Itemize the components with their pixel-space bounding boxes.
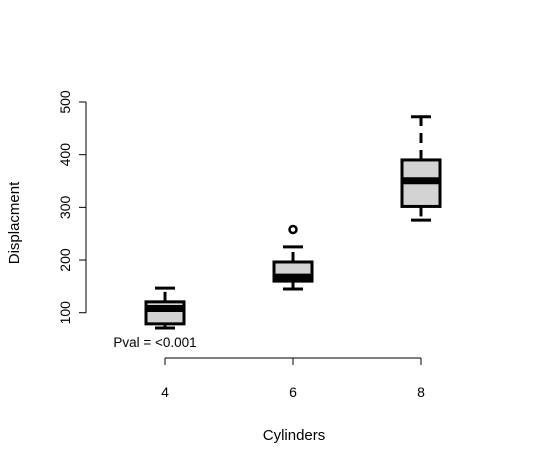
boxes-layer <box>144 115 442 330</box>
y-tick-label: 100 <box>57 301 73 325</box>
box-group <box>400 115 442 222</box>
outlier-point <box>288 224 298 235</box>
y-tick-label: 400 <box>57 143 73 167</box>
x-tick-label: 8 <box>417 384 425 400</box>
y-tick-label: 500 <box>57 90 73 114</box>
y-tick-label: 200 <box>57 248 73 272</box>
pvalue-annotation: Pval = <0.001 <box>113 335 196 350</box>
x-axis-label: Cylinders <box>263 427 326 444</box>
box-group <box>144 286 186 330</box>
y-axis-label: Displacment <box>6 181 23 264</box>
x-tick-label: 6 <box>289 384 297 400</box>
box-group <box>272 224 314 291</box>
y-ticks-layer: 100 200 300 400 500 <box>57 90 86 324</box>
x-tick-label: 4 <box>161 384 169 400</box>
y-tick-label: 300 <box>57 195 73 219</box>
x-ticks-layer: 4 6 8 <box>161 358 425 400</box>
